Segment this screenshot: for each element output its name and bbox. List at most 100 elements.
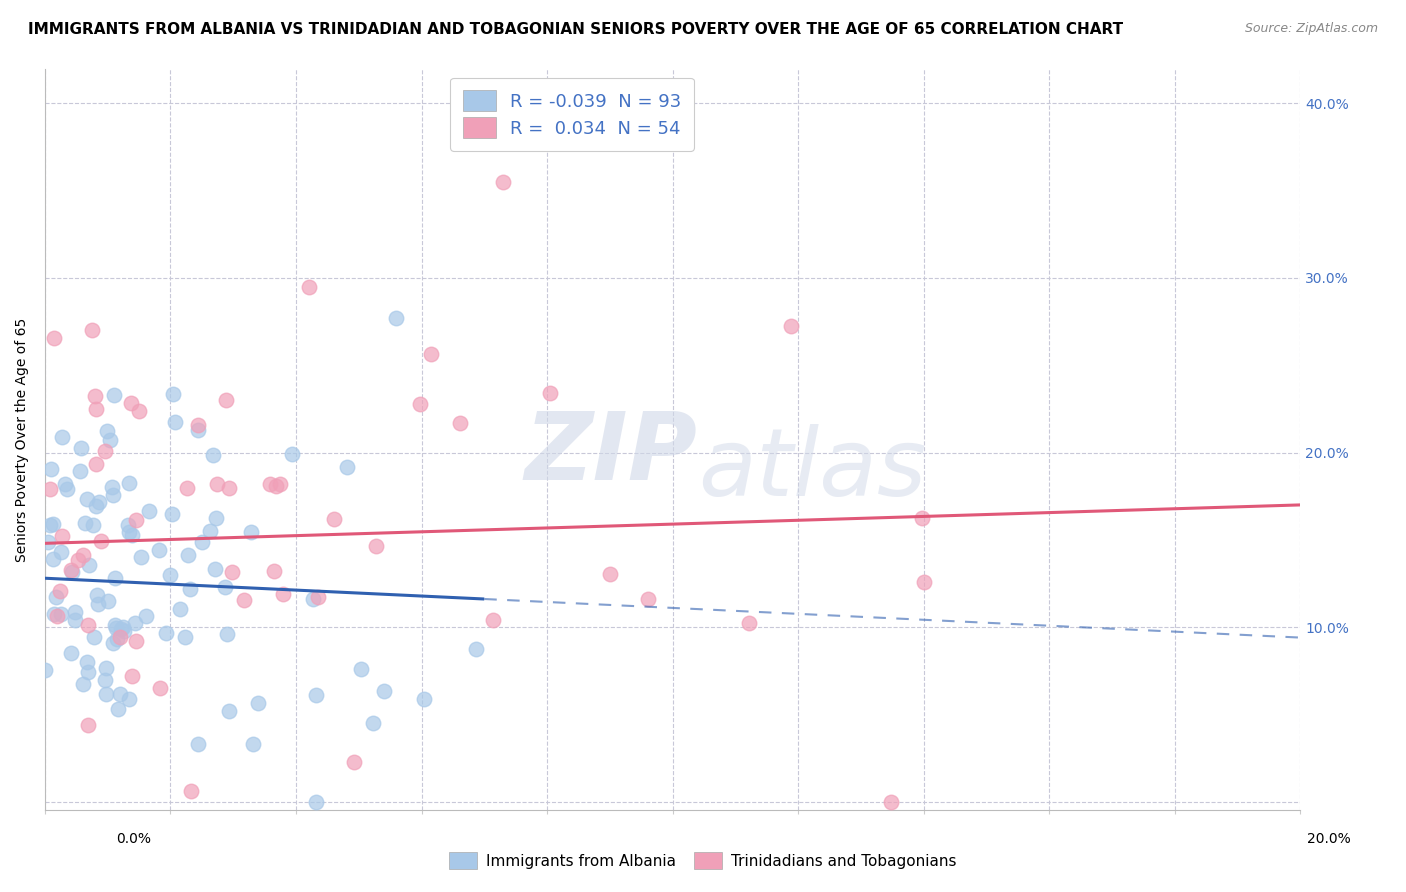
Point xyxy=(83,630,105,644)
Point xyxy=(70,441,93,455)
Point xyxy=(218,481,240,495)
Point xyxy=(45,591,67,605)
Point xyxy=(155,625,177,640)
Point xyxy=(69,464,91,478)
Point xyxy=(343,755,366,769)
Point xyxy=(187,737,209,751)
Point xyxy=(259,476,281,491)
Point xyxy=(373,684,395,698)
Point xyxy=(169,602,191,616)
Point xyxy=(45,608,67,623)
Point xyxy=(637,591,659,606)
Point xyxy=(76,717,98,731)
Point xyxy=(55,477,77,491)
Point xyxy=(76,665,98,680)
Point xyxy=(76,618,98,632)
Point xyxy=(264,479,287,493)
Point xyxy=(49,584,72,599)
Point xyxy=(239,525,262,540)
Point xyxy=(190,534,212,549)
Point xyxy=(180,784,202,798)
Point xyxy=(42,330,65,344)
Point xyxy=(215,392,238,407)
Point xyxy=(37,534,59,549)
Point xyxy=(202,448,225,462)
Point xyxy=(118,524,141,539)
Point xyxy=(221,565,243,579)
Point xyxy=(912,574,935,589)
Point xyxy=(39,462,62,476)
Point xyxy=(124,615,146,630)
Point xyxy=(125,634,148,648)
Point xyxy=(214,580,236,594)
Point xyxy=(449,417,471,431)
Point xyxy=(77,558,100,573)
Point xyxy=(880,795,903,809)
Point xyxy=(200,524,222,539)
Point xyxy=(408,397,430,411)
Point xyxy=(121,527,143,541)
Point xyxy=(112,624,135,638)
Point xyxy=(42,551,65,566)
Text: Source: ZipAtlas.com: Source: ZipAtlas.com xyxy=(1244,22,1378,36)
Point xyxy=(412,692,434,706)
Point xyxy=(80,323,103,337)
Point xyxy=(173,630,195,644)
Point xyxy=(297,279,319,293)
Point xyxy=(738,615,761,630)
Point xyxy=(271,587,294,601)
Point xyxy=(72,677,94,691)
Point xyxy=(51,430,73,444)
Point xyxy=(307,590,329,604)
Point xyxy=(336,460,359,475)
Point xyxy=(105,621,128,635)
Point xyxy=(110,622,132,636)
Point xyxy=(66,553,89,567)
Point xyxy=(205,510,228,524)
Point xyxy=(263,564,285,578)
Point xyxy=(187,417,209,432)
Point xyxy=(538,385,561,400)
Point xyxy=(301,591,323,606)
Point xyxy=(72,549,94,563)
Point xyxy=(160,507,183,521)
Point xyxy=(269,476,291,491)
Point xyxy=(60,566,83,580)
Point xyxy=(98,434,121,448)
Point xyxy=(51,529,73,543)
Text: 0.0%: 0.0% xyxy=(117,832,150,846)
Point xyxy=(177,548,200,562)
Point xyxy=(86,597,108,611)
Text: IMMIGRANTS FROM ALBANIA VS TRINIDADIAN AND TOBAGONIAN SENIORS POVERTY OVER THE A: IMMIGRANTS FROM ALBANIA VS TRINIDADIAN A… xyxy=(28,22,1123,37)
Point xyxy=(84,389,107,403)
Point xyxy=(121,669,143,683)
Point xyxy=(97,593,120,607)
Point xyxy=(75,516,97,530)
Point xyxy=(101,480,124,494)
Point xyxy=(63,605,86,619)
Point xyxy=(135,609,157,624)
Point xyxy=(39,482,62,496)
Point xyxy=(108,630,131,644)
Point xyxy=(90,533,112,548)
Y-axis label: Seniors Poverty Over the Age of 65: Seniors Poverty Over the Age of 65 xyxy=(15,318,30,562)
Point xyxy=(76,492,98,507)
Point xyxy=(49,545,72,559)
Point xyxy=(76,655,98,669)
Text: ZIP: ZIP xyxy=(524,409,697,500)
Point xyxy=(305,795,328,809)
Point xyxy=(218,705,240,719)
Point xyxy=(89,495,111,509)
Point xyxy=(492,175,515,189)
Legend: R = -0.039  N = 93, R =  0.034  N = 54: R = -0.039 N = 93, R = 0.034 N = 54 xyxy=(450,78,693,151)
Point xyxy=(187,423,209,437)
Point xyxy=(112,620,135,634)
Point xyxy=(482,613,505,627)
Point xyxy=(103,388,125,402)
Point xyxy=(599,566,621,581)
Point xyxy=(34,664,56,678)
Point xyxy=(105,632,128,646)
Point xyxy=(120,396,142,410)
Point xyxy=(361,716,384,731)
Point xyxy=(204,562,226,576)
